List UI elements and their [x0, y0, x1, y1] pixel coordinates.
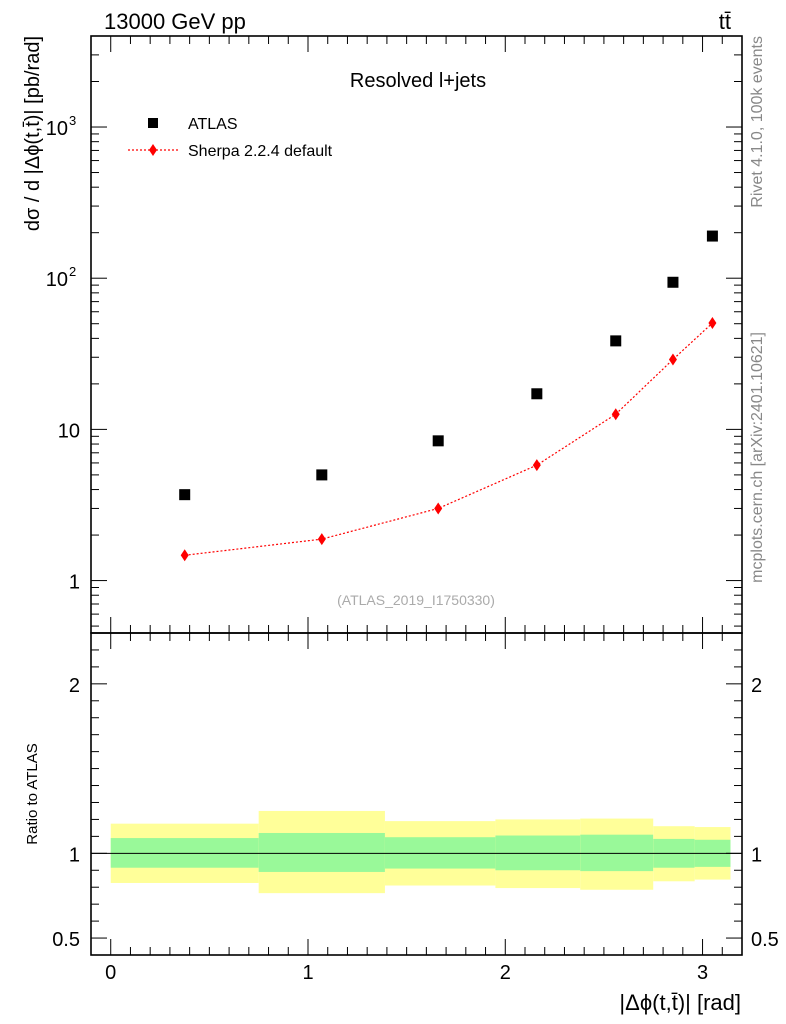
- legend-atlas-marker: [148, 118, 158, 128]
- legend-atlas-label: ATLAS: [188, 116, 238, 133]
- ratio-y-tick-label-left: 0.5: [52, 929, 80, 951]
- sherpa-point: [532, 459, 541, 472]
- legend: ATLAS Sherpa 2.2.4 default: [128, 116, 333, 160]
- rivet-label: Rivet 4.1.0, 100k events: [749, 36, 766, 208]
- analysis-label: (ATLAS_2019_I1750330): [337, 592, 495, 608]
- atlas-point: [316, 469, 328, 481]
- main-y-tick-label: 10: [46, 269, 68, 291]
- ratio-y-axis-label: Ratio to ATLAS: [24, 743, 41, 844]
- ratio-stat-band: [258, 832, 385, 872]
- sherpa-point: [708, 317, 717, 330]
- mcplots-label: mcplots.cern.ch [arXiv:2401.10621]: [749, 332, 766, 583]
- x-tick-label: 1: [302, 962, 313, 984]
- sherpa-point: [434, 502, 443, 515]
- atlas-point: [432, 435, 444, 447]
- ratio-y-tick-label-left: 2: [69, 675, 80, 697]
- main-y-tick-label: 1: [69, 572, 80, 594]
- ratio-y-tick-label-right: 1: [751, 844, 762, 866]
- sherpa-line: [184, 322, 713, 556]
- main-y-tick-label: 10: [46, 118, 68, 140]
- atlas-point: [667, 276, 679, 288]
- sherpa-point: [611, 408, 620, 421]
- process-label: tt̄: [719, 9, 731, 34]
- sherpa-point: [180, 549, 189, 562]
- atlas-point: [179, 489, 191, 501]
- legend-sherpa-label: Sherpa 2.2.4 default: [188, 143, 333, 160]
- main-y-tick-exponent: 2: [69, 264, 76, 279]
- main-axis-ticks: [91, 35, 743, 633]
- x-tick-labels: 0 1 2 3: [105, 962, 708, 984]
- energy-label: 13000 GeV pp: [104, 9, 246, 34]
- x-tick-label: 0: [105, 962, 116, 984]
- ratio-y-tick-label-left: 1: [69, 844, 80, 866]
- x-tick-label: 3: [697, 962, 708, 984]
- ratio-y-tick-labels: 0.5 0.5 1 1 2 2: [52, 675, 779, 951]
- atlas-point: [706, 230, 718, 242]
- x-axis-label: |Δϕ(t,t̄)| [rad]: [619, 990, 741, 1015]
- main-y-tick-label: 10: [58, 420, 80, 442]
- legend-sherpa-marker: [149, 144, 157, 156]
- sherpa-point: [668, 353, 677, 366]
- ratio-axis-ticks: [91, 633, 743, 955]
- ratio-y-tick-label-right: 2: [751, 675, 762, 697]
- plot-title: Resolved l+jets: [350, 70, 486, 92]
- atlas-point: [610, 335, 622, 347]
- ratio-frame: [90, 632, 743, 956]
- atlas-point: [531, 388, 543, 400]
- main-y-axis-label: dσ / d |Δϕ(t,t̄)| [pb/rad]: [22, 36, 44, 231]
- main-y-tick-exponent: 3: [69, 113, 76, 128]
- x-tick-label: 2: [500, 962, 511, 984]
- ratio-y-tick-label-right: 0.5: [751, 929, 779, 951]
- sherpa-point: [317, 533, 326, 546]
- ratio-panel: 0.5 0.5 1 1 2 2 0 1 2 3 Ratio to ATLAS |Δϕ(t,t̄)…: [24, 632, 779, 1015]
